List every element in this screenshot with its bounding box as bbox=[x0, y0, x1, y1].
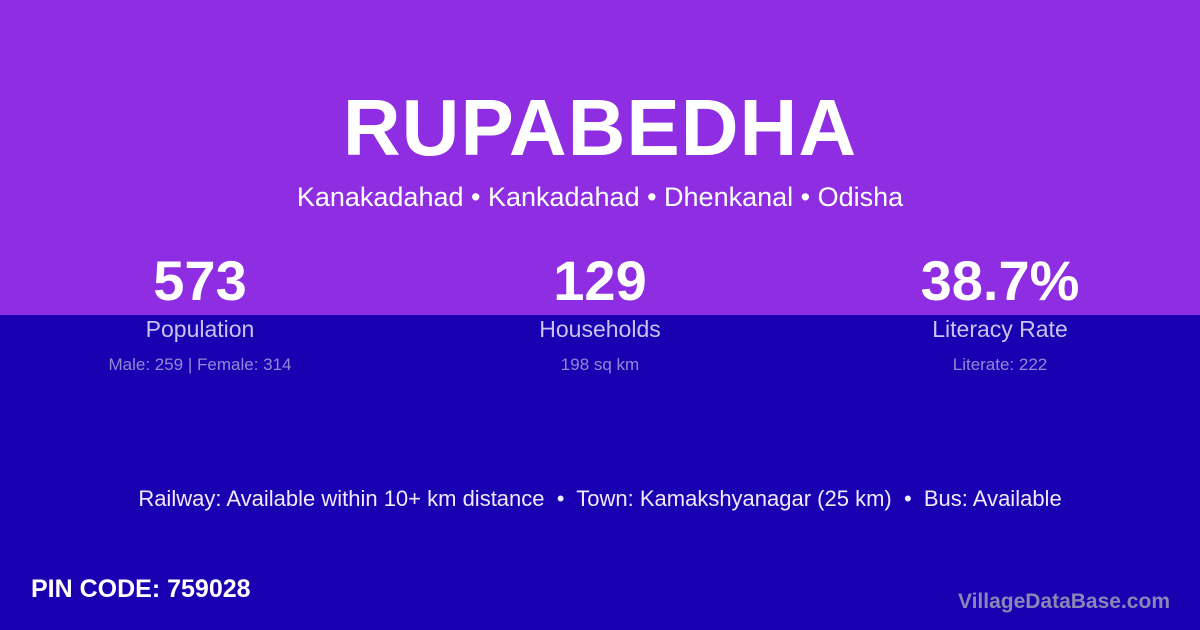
bottom-band bbox=[0, 315, 1200, 630]
stat-population: 573 Population Male: 259 | Female: 314 bbox=[0, 248, 400, 375]
village-title: RUPABEDHA bbox=[342, 83, 858, 172]
pin-code: PIN CODE: 759028 bbox=[31, 575, 251, 603]
stat-label: Households bbox=[539, 316, 661, 342]
watermark: VillageDataBase.com bbox=[957, 590, 1170, 613]
stat-detail: 198 sq km bbox=[560, 355, 640, 374]
stat-label: Population bbox=[145, 316, 255, 342]
stat-detail: Male: 259 | Female: 314 bbox=[108, 355, 292, 374]
stat-value: 573 bbox=[153, 249, 247, 312]
stat-value: 129 bbox=[553, 249, 647, 312]
location-breadcrumb: Kanakadahad • Kankadahad • Dhenkanal • O… bbox=[296, 182, 904, 212]
stat-detail: Literate: 222 bbox=[952, 355, 1048, 374]
stat-label: Literacy Rate bbox=[932, 316, 1068, 342]
stat-value: 38.7% bbox=[920, 249, 1080, 312]
amenities-info: Railway: Available within 10+ km distanc… bbox=[138, 486, 1062, 511]
top-band bbox=[0, 0, 1200, 315]
stat-households: 129 Households 198 sq km bbox=[400, 248, 800, 375]
stat-literacy: 38.7% Literacy Rate Literate: 222 bbox=[800, 248, 1200, 375]
